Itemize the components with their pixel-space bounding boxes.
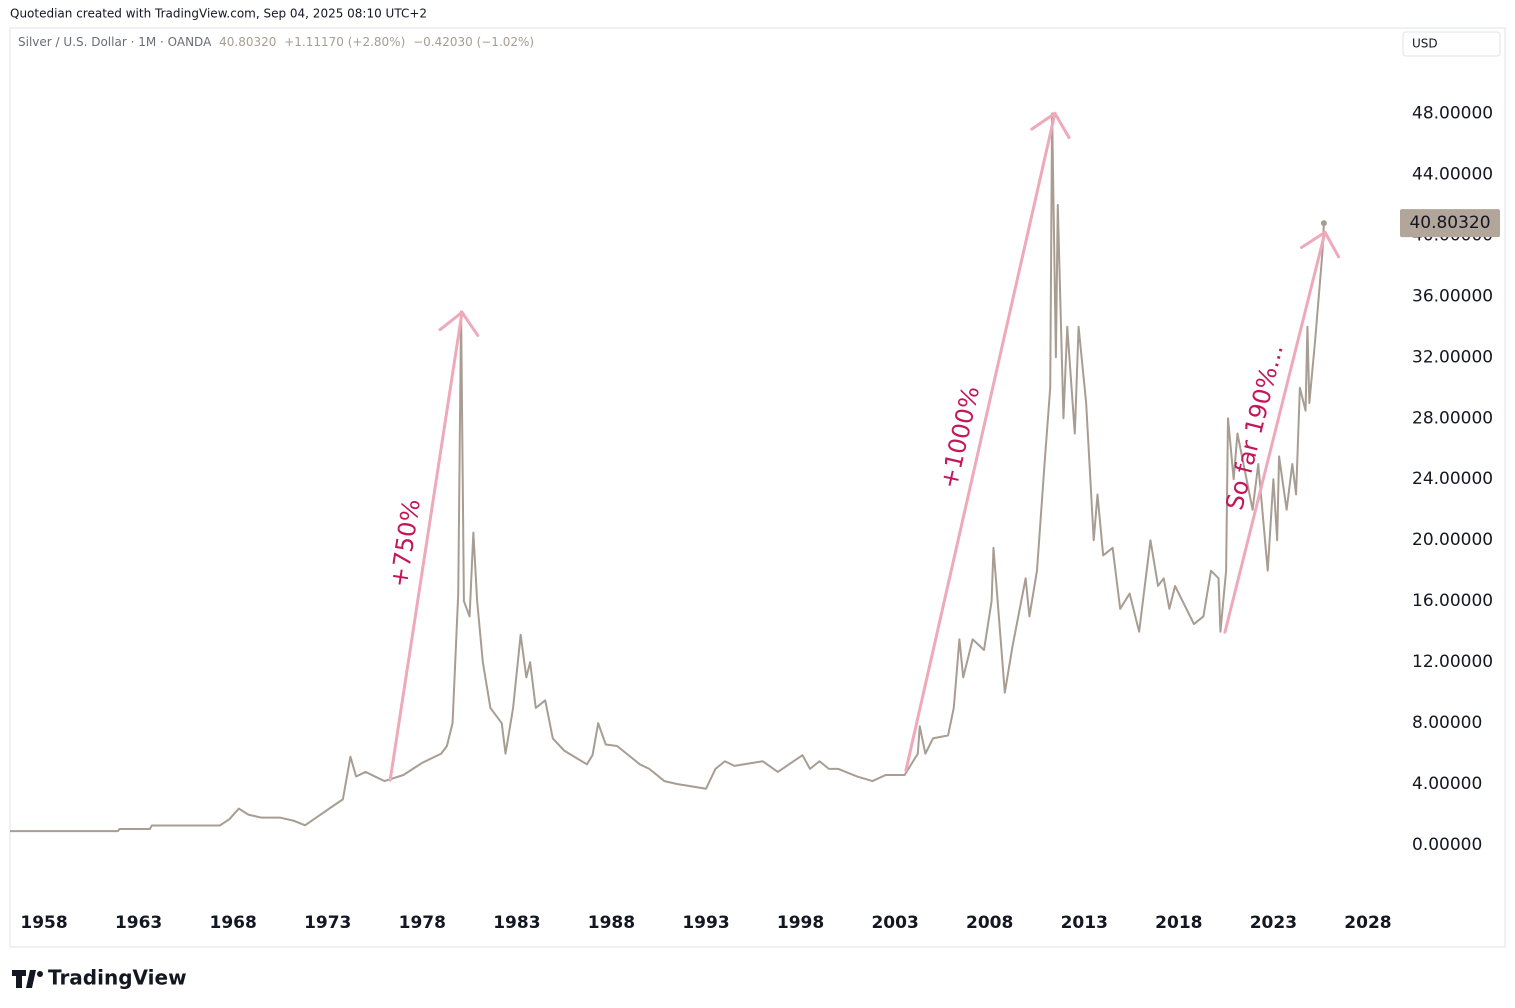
x-tick-label: 1963 [115, 913, 162, 933]
annotation-arrowhead [1300, 230, 1327, 250]
annotation-arrowhead [1323, 230, 1341, 259]
y-tick-label: 12.00000 [1412, 652, 1493, 672]
annotation: +1000% [904, 111, 1071, 772]
y-tick-label: 0.00000 [1412, 835, 1482, 855]
price-tag [1400, 209, 1500, 238]
legend-last: 40.80320 [219, 35, 276, 49]
annotation-arrow [1223, 230, 1327, 634]
annotation-arrow [904, 111, 1057, 772]
y-tick-label: 24.00000 [1412, 469, 1493, 489]
x-tick-label: 1993 [682, 913, 729, 933]
y-tick-label: 48.00000 [1412, 103, 1493, 123]
brand-icon [12, 970, 36, 988]
y-tick-label: 36.00000 [1412, 286, 1493, 306]
x-tick-label: 2018 [1155, 913, 1202, 933]
x-tick-label: 1973 [304, 913, 351, 933]
x-tick-label: 1958 [20, 913, 67, 933]
legend-change: −0.42030 (−1.02%) [413, 35, 534, 49]
legend-symbol: Silver / U.S. Dollar · 1M · OANDA [18, 35, 212, 49]
currency-button[interactable] [1402, 31, 1501, 57]
last-point [1320, 220, 1327, 227]
legend: Silver / U.S. Dollar · 1M · OANDA 40.803… [18, 35, 534, 49]
price-tag-label: 40.80320 [1409, 213, 1490, 233]
x-tick-label: 1998 [777, 913, 824, 933]
annotation-label: +1000% [935, 383, 985, 491]
legend-change: +1.11170 (+2.80%) [284, 35, 405, 49]
brand-logo: TradingView [12, 966, 187, 990]
y-tick-label: 16.00000 [1412, 591, 1493, 611]
x-tick-label: 2023 [1250, 913, 1297, 933]
y-tick-label: 44.00000 [1412, 164, 1493, 184]
x-tick-label: 2008 [966, 913, 1013, 933]
x-tick-label: 1968 [210, 913, 257, 933]
y-tick-label: 20.00000 [1412, 530, 1493, 550]
annotation-arrowhead [1053, 111, 1071, 140]
annotation-arrowhead [1030, 111, 1057, 131]
annotation-arrow [388, 310, 464, 782]
y-tick-label: 8.00000 [1412, 713, 1482, 733]
y-tick-label: 4.00000 [1412, 774, 1482, 794]
x-tick-label: 2003 [871, 913, 918, 933]
x-tick-label: 2013 [1061, 913, 1108, 933]
x-tick-label: 1983 [493, 913, 540, 933]
x-tick-label: 1988 [588, 913, 635, 933]
annotation: So far 190%... [1220, 230, 1341, 634]
brand-text: TradingView [48, 966, 187, 990]
annotation-arrowhead [460, 310, 480, 337]
annotation-arrowhead [438, 310, 464, 332]
brand-icon-dot [37, 971, 43, 977]
x-tick-label: 1978 [399, 913, 446, 933]
chart-frame [9, 27, 1506, 948]
x-tick-label: 2028 [1344, 913, 1391, 933]
header: Quotedian created with TradingView.com, … [10, 7, 427, 21]
currency-label[interactable]: USD [1412, 37, 1438, 51]
y-tick-label: 32.00000 [1412, 347, 1493, 367]
price-line [10, 112, 1325, 833]
annotation-label: +750% [385, 497, 426, 589]
y-tick-label: 28.00000 [1412, 408, 1493, 428]
